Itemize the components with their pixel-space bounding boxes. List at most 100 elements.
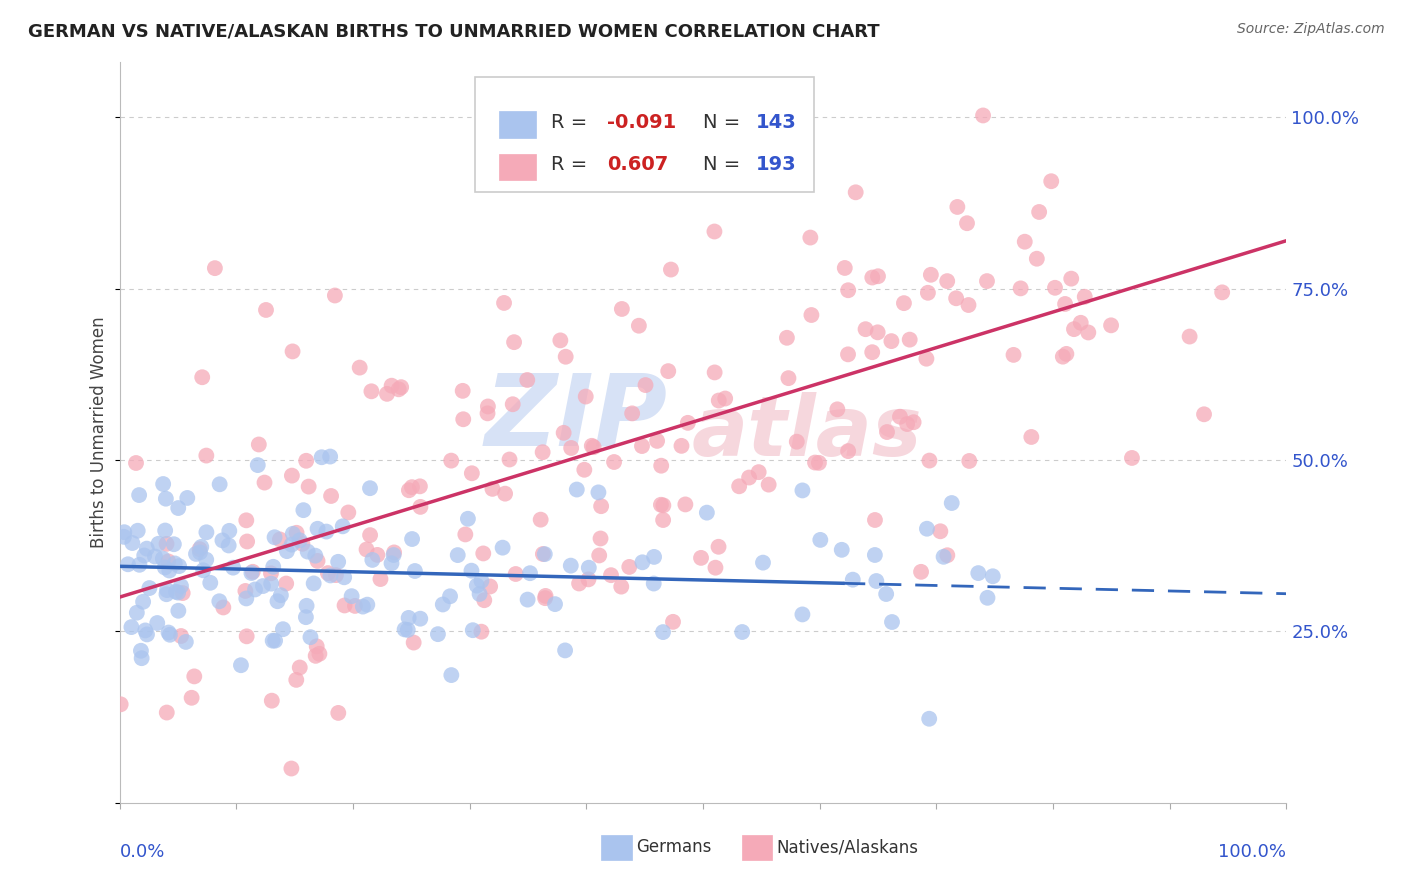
Point: [837, 283, 859, 297]
Point: [246, 458, 269, 472]
Point: [125, 456, 148, 470]
Point: [479, 579, 502, 593]
Point: [889, 409, 911, 424]
Point: [936, 548, 959, 562]
Point: [264, 633, 287, 648]
Point: [328, 555, 350, 569]
Point: [288, 660, 311, 674]
FancyBboxPatch shape: [499, 112, 536, 138]
Point: [588, 549, 610, 563]
Point: [804, 456, 827, 470]
Point: [295, 599, 318, 613]
Point: [356, 542, 378, 557]
Point: [738, 470, 761, 484]
Point: [153, 560, 176, 574]
Point: [157, 625, 180, 640]
Point: [172, 586, 194, 600]
Point: [578, 560, 600, 574]
Point: [631, 439, 654, 453]
Point: [276, 544, 298, 558]
Point: [1192, 407, 1215, 421]
Point: [792, 483, 814, 498]
Text: 0.0%: 0.0%: [120, 843, 165, 861]
Point: [155, 491, 177, 506]
Point: [269, 533, 291, 547]
Point: [156, 706, 179, 720]
Point: [204, 261, 226, 276]
Point: [191, 370, 214, 384]
Point: [361, 553, 384, 567]
Point: [242, 565, 264, 579]
Point: [516, 592, 538, 607]
Point: [308, 647, 330, 661]
Point: [276, 576, 298, 591]
Point: [389, 380, 412, 394]
Point: [254, 302, 277, 317]
Point: [295, 610, 318, 624]
Point: [131, 651, 153, 665]
Point: [128, 488, 150, 502]
Point: [1060, 271, 1083, 285]
Point: [398, 483, 420, 498]
Point: [855, 322, 877, 336]
Point: [574, 463, 596, 477]
Point: [281, 468, 304, 483]
Point: [451, 384, 474, 398]
Point: [1043, 281, 1066, 295]
Point: [918, 712, 941, 726]
Point: [834, 260, 856, 275]
Point: [236, 534, 259, 549]
Point: [531, 547, 554, 561]
Point: [866, 269, 889, 284]
Point: [502, 397, 524, 411]
Point: [915, 522, 938, 536]
Point: [932, 549, 955, 564]
Point: [305, 648, 328, 663]
Text: 193: 193: [755, 155, 796, 174]
Point: [299, 630, 322, 644]
Point: [470, 624, 492, 639]
Point: [1021, 430, 1043, 444]
Point: [388, 382, 411, 396]
Point: [808, 533, 831, 547]
Point: [494, 486, 516, 500]
Point: [560, 558, 582, 573]
Point: [786, 434, 808, 449]
Point: [600, 568, 623, 582]
Point: [195, 525, 218, 540]
Point: [235, 591, 257, 606]
Point: [1099, 318, 1122, 333]
Point: [1002, 348, 1025, 362]
Point: [860, 345, 883, 359]
Point: [112, 525, 135, 540]
Point: [1070, 316, 1092, 330]
Point: [460, 564, 482, 578]
Point: [165, 584, 187, 599]
Point: [792, 607, 814, 622]
Point: [652, 513, 675, 527]
Point: [976, 591, 998, 605]
Point: [1063, 322, 1085, 336]
Point: [218, 539, 240, 553]
Point: [957, 298, 980, 312]
Point: [307, 554, 329, 568]
Point: [170, 629, 193, 643]
Point: [380, 557, 402, 571]
Point: [530, 513, 553, 527]
Point: [1074, 290, 1097, 304]
Text: Germans: Germans: [637, 838, 711, 856]
Point: [1077, 326, 1099, 340]
Point: [492, 296, 515, 310]
Point: [157, 564, 180, 578]
Point: [603, 455, 626, 469]
Point: [382, 545, 405, 559]
Point: [262, 633, 284, 648]
Point: [295, 454, 318, 468]
Y-axis label: Births to Unmarried Women: Births to Unmarried Women: [90, 317, 108, 549]
Point: [270, 588, 292, 602]
Point: [676, 416, 699, 430]
Point: [631, 555, 654, 569]
Point: [281, 526, 304, 541]
Point: [167, 604, 190, 618]
Point: [127, 524, 149, 538]
